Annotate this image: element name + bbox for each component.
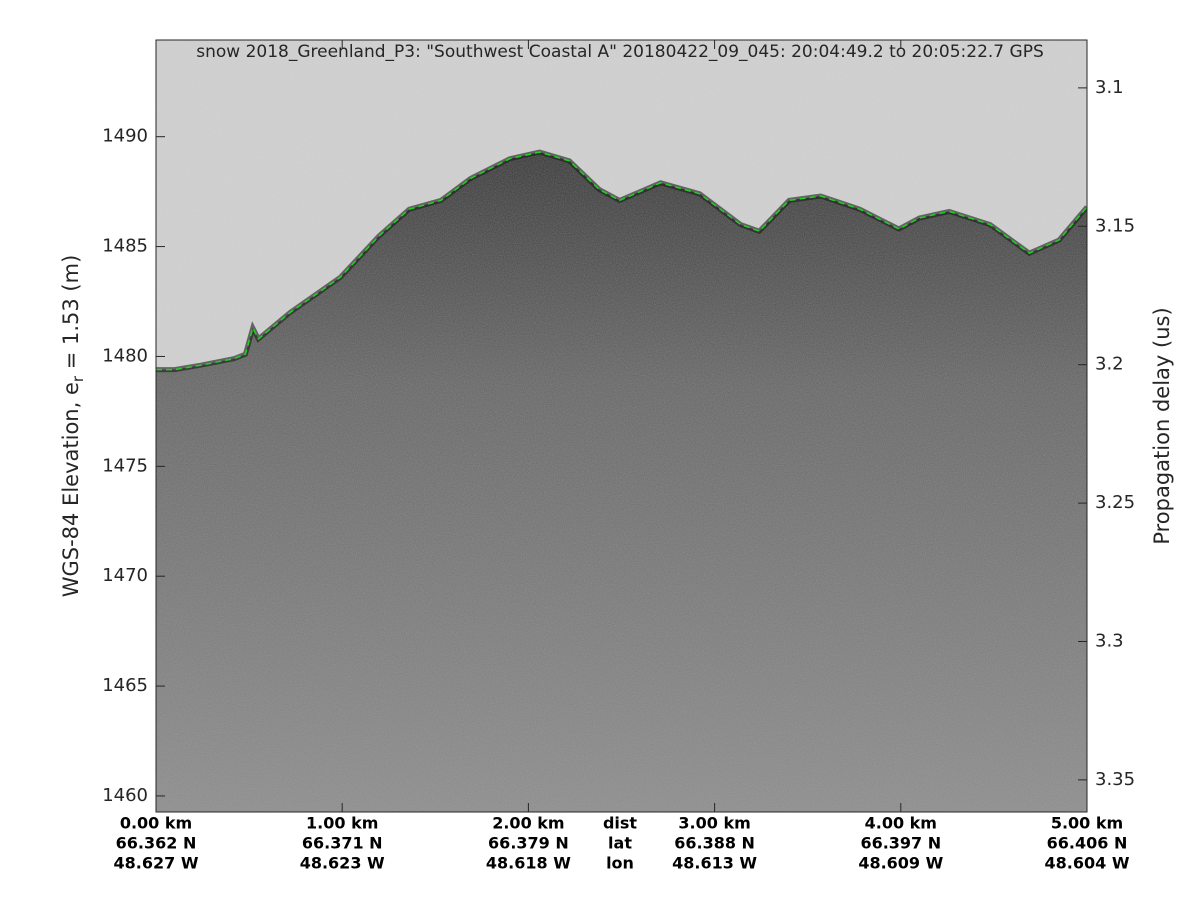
y-label-text: WGS-84 Elevation, e (59, 382, 83, 597)
y-tick-label: 1470 (102, 565, 148, 586)
y2-tick-label: 3.2 (1095, 354, 1124, 375)
noise-texture (156, 40, 1087, 812)
lon-label: 48.627 W (114, 854, 199, 873)
axes-box (155, 39, 1088, 813)
lat-label: 66.371 N (302, 834, 383, 853)
lon-label: 48.618 W (486, 854, 571, 873)
row-name: dist (603, 814, 637, 833)
y2-axis-label: Propagation delay (us) (1150, 307, 1174, 544)
y2-tick-label: 3.25 (1095, 492, 1135, 513)
lat-label: 66.362 N (116, 834, 197, 853)
surface-line (156, 151, 1087, 371)
y-tick-label: 1465 (102, 675, 148, 696)
lon-label: 48.609 W (858, 854, 943, 873)
y-tick-label: 1490 (102, 126, 148, 147)
row-name: lat (608, 834, 632, 853)
x-tick-label: 1.00 km (306, 814, 378, 833)
x-tick-label: 4.00 km (865, 814, 937, 833)
lon-label: 48.613 W (672, 854, 757, 873)
plot-area (156, 40, 1087, 812)
lat-label: 66.379 N (488, 834, 569, 853)
y2-tick-label: 3.1 (1095, 77, 1124, 98)
x-tick-label: 5.00 km (1051, 814, 1123, 833)
x-tick-label: 2.00 km (492, 814, 564, 833)
y-label-sub: r (69, 375, 87, 382)
lat-label: 66.397 N (860, 834, 941, 853)
lat-label: 66.406 N (1047, 834, 1128, 853)
y-tick-label: 1485 (102, 236, 148, 257)
y2-tick-label: 3.3 (1095, 630, 1124, 651)
y-axis-label: WGS-84 Elevation, er = 1.53 (m) (59, 255, 87, 598)
y-label-suffix: = 1.53 (m) (59, 255, 83, 376)
chart-title: snow 2018_Greenland_P3: "Southwest Coast… (196, 42, 1044, 62)
y-tick-label: 1480 (102, 345, 148, 366)
x-tick-label: 3.00 km (678, 814, 750, 833)
y2-tick-label: 3.35 (1095, 769, 1135, 790)
lon-label: 48.604 W (1045, 854, 1130, 873)
y2-tick-label: 3.15 (1095, 215, 1135, 236)
row-name: lon (606, 854, 634, 873)
y-tick-label: 1460 (102, 785, 148, 806)
x-tick-label: 0.00 km (120, 814, 192, 833)
y-tick-label: 1475 (102, 455, 148, 476)
lon-label: 48.623 W (300, 854, 385, 873)
lat-label: 66.388 N (674, 834, 755, 853)
